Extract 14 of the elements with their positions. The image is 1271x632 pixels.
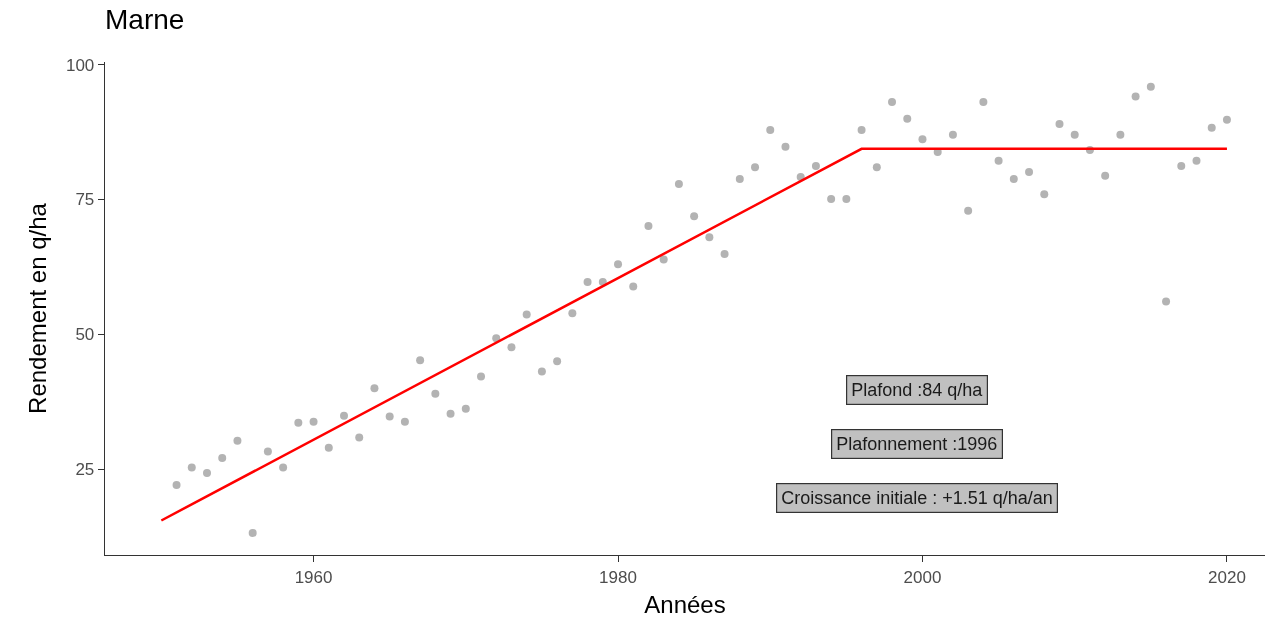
x-tick-label: 2020 (1208, 567, 1246, 587)
chart-title: Marne (105, 4, 185, 36)
annotation: Plafonnement :1996 (836, 434, 998, 455)
y-tick-label: 25 (75, 460, 95, 480)
x-tick-label: 1980 (599, 567, 637, 587)
x-axis-title: Années (644, 590, 726, 618)
y-axis-title: Rendement en q/ha (24, 202, 52, 414)
annotation: Croissance initiale : +1.51 q/ha/an (781, 488, 1053, 509)
annotation: Plafond :84 q/ha (851, 380, 984, 401)
y-tick-label: 100 (65, 55, 95, 75)
x-tick-label: 2000 (903, 567, 942, 587)
y-tick-label: 75 (75, 190, 95, 210)
x-tick-label: 1960 (294, 567, 333, 587)
y-tick-label: 50 (75, 325, 95, 345)
